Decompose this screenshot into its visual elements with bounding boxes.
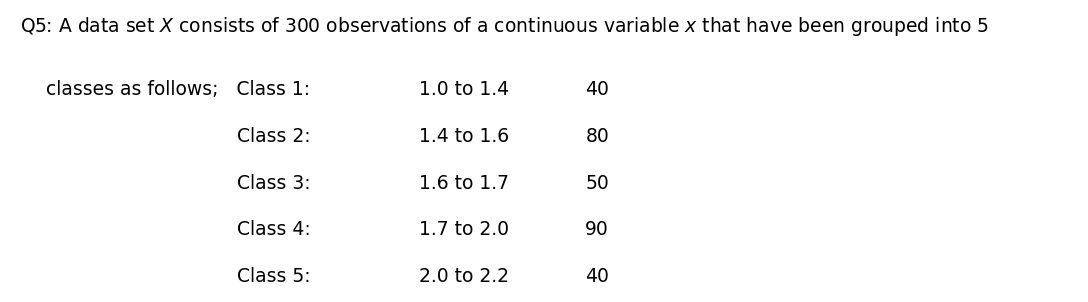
Text: 1.7 to 2.0: 1.7 to 2.0	[419, 220, 509, 239]
Text: 90: 90	[585, 220, 609, 239]
Text: 2.0 to 2.2: 2.0 to 2.2	[419, 267, 509, 286]
Text: Class 2:: Class 2:	[237, 127, 311, 146]
Text: 1.4 to 1.6: 1.4 to 1.6	[419, 127, 509, 146]
Text: 40: 40	[585, 80, 609, 99]
Text: Q5: A data set $X$ consists of 300 observations of a continuous variable $x$ tha: Q5: A data set $X$ consists of 300 obser…	[20, 15, 989, 38]
Text: 1.6 to 1.7: 1.6 to 1.7	[419, 174, 509, 193]
Text: 40: 40	[585, 267, 609, 286]
Text: Class 5:: Class 5:	[237, 267, 311, 286]
Text: 50: 50	[585, 174, 609, 193]
Text: 80: 80	[585, 127, 609, 146]
Text: Class 4:: Class 4:	[237, 220, 311, 239]
Text: classes as follows;   Class 1:: classes as follows; Class 1:	[46, 80, 310, 99]
Text: Class 3:: Class 3:	[237, 174, 311, 193]
Text: 1.0 to 1.4: 1.0 to 1.4	[419, 80, 509, 99]
